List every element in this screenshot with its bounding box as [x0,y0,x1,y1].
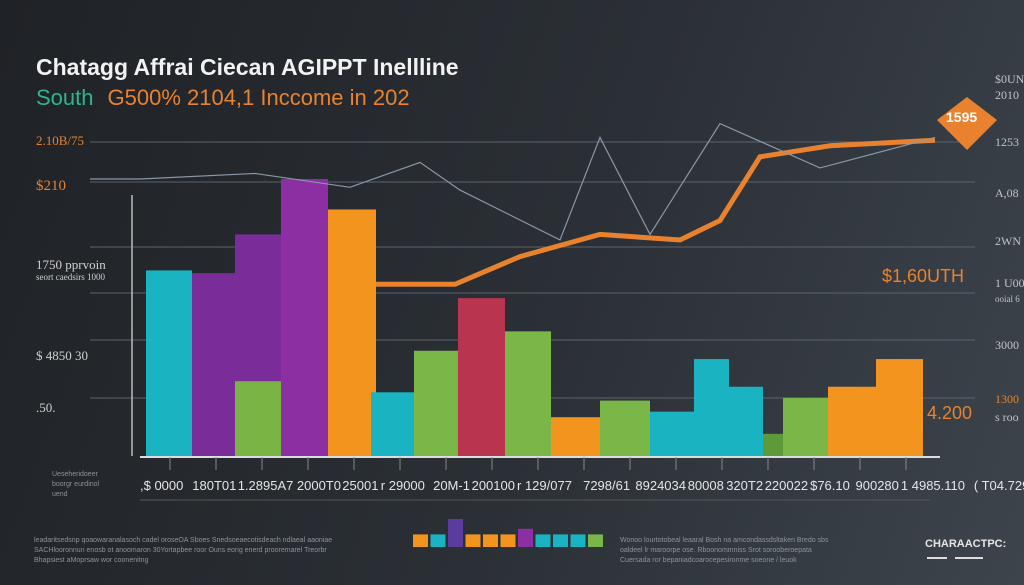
bar [505,331,551,456]
right-label: ooial 6 [995,294,1020,304]
footer-line: Cuersada ror bepaniadcoarocepesironme so… [620,557,797,564]
bar [763,433,783,456]
x-tick-label: 80008 [687,478,724,493]
series-line [90,122,936,241]
legend-swatch [430,534,446,547]
x-tick-label: r 129/077 [517,478,572,493]
bar [828,386,876,456]
bar [235,381,281,456]
right-label: A,08 [995,186,1019,200]
series-line [376,137,936,287]
x-tick-label: 1.2895A7 [237,478,294,493]
legend-swatch [518,528,533,547]
bar [600,400,650,456]
y-tick-label: seort caedsirs 1000 [36,272,105,282]
footer-left-text: leadaritsedsnp qoaowaranalasoch cadel or… [34,536,332,566]
y-tick-label: 2.10B/75 [36,133,85,148]
x-tick-label: $76.10 [810,478,850,493]
right-label: 2WN [995,234,1021,248]
bar [650,411,694,456]
bar [328,209,376,456]
x-tick-label: 8924034 [635,478,687,493]
footer-line: SACHlooronnun enosb ot anoomaron 30Yorta… [34,547,327,554]
bar [414,350,458,456]
right-label: $0UN [995,72,1024,86]
subtitle-region: South [36,85,94,110]
legend-swatch [553,534,568,547]
x-tick-label: 25001 [342,478,379,493]
bar [371,392,414,456]
x-tick-label: 7298/61 [583,478,631,493]
legend-swatch [465,534,481,547]
chart-title: Chatagg Affrai Ciecan AGIPPT Inellline [36,54,459,80]
x-tick-label: r 29000 [380,478,425,493]
axis-note-line: Ueseheridoeer [52,471,98,478]
chart-subtitle: South G500% 2104,1 Inccome in 202 [36,85,410,111]
y-tick-label: $ 4850 30 [36,348,88,363]
x-tick-label: ( T04.7290T) [973,478,1024,493]
x-tick-label: ,$ 0000 [140,478,184,493]
x-tick-label: 200100 [471,478,515,493]
right-label: 1253 [995,135,1019,149]
right-label: 2010 [995,88,1019,102]
legend-swatch [413,534,428,547]
axis-note-line: boorgr eurdinol [52,481,100,488]
diamond-marker [937,97,997,150]
axis-note: Ueseheridoeer boorgr eurdinol uend [52,470,99,500]
legend-swatch [588,534,603,547]
x-tick-label: 180T01 [192,478,237,493]
footer-right-text: Wonoo lourtotobeal leaaral Bosh na amcon… [620,536,828,566]
bar [146,270,192,456]
right-label: 3000 [995,338,1019,352]
right-label: 1 U00 [995,276,1024,290]
brand-underline [955,557,983,559]
bar [729,386,763,456]
footer-line: oaldeel lr maroorpe ose. Rboonommniss Sr… [620,547,812,554]
bar [192,273,235,456]
x-tick-label: 320T2 [726,478,764,493]
bar [694,359,729,456]
x-tick-label: 2000T0 [296,478,341,493]
legend-swatch [483,534,498,547]
legend-swatch [570,534,586,547]
x-tick-label: 20M-1 [433,478,470,493]
footer-line: leadaritsedsnp qoaowaranalasoch cadel or… [34,537,333,544]
bar [783,397,828,456]
legend-swatch [500,534,516,547]
bar [281,179,328,456]
legend-swatch [448,519,463,547]
right-label: 1300 [995,392,1019,406]
x-tick-label: 1 4985.110 [900,478,965,493]
y-tick-label: .50. [36,400,56,415]
axis-note-line: uend [52,491,68,498]
x-tick-label: 220022 [764,478,809,493]
right-label: s roo [995,410,1019,424]
annotation-south: $1,60UTH [882,266,965,286]
bar [551,417,600,456]
y-tick-label: $210 [36,178,66,194]
footer-line: Bhapsiest aMoprsaw wor coonenitng [34,557,149,564]
footer-line: Wonoo lourtotobeal leaaral Bosh na amcon… [620,537,829,544]
bar [876,359,923,456]
diamond-annotation: 1595 [946,109,978,125]
subtitle-income: G500% 2104,1 Inccome in 202 [107,85,410,110]
x-tick-label: 900280 [855,478,899,493]
brand-label: CHARAACTPC: [925,538,1007,550]
legend-swatch [535,534,551,547]
annotation-value: 4.200 [927,403,973,423]
brand-underline [927,557,947,559]
y-tick-label: 1750 pprvoin [36,257,106,272]
bar [458,298,505,456]
